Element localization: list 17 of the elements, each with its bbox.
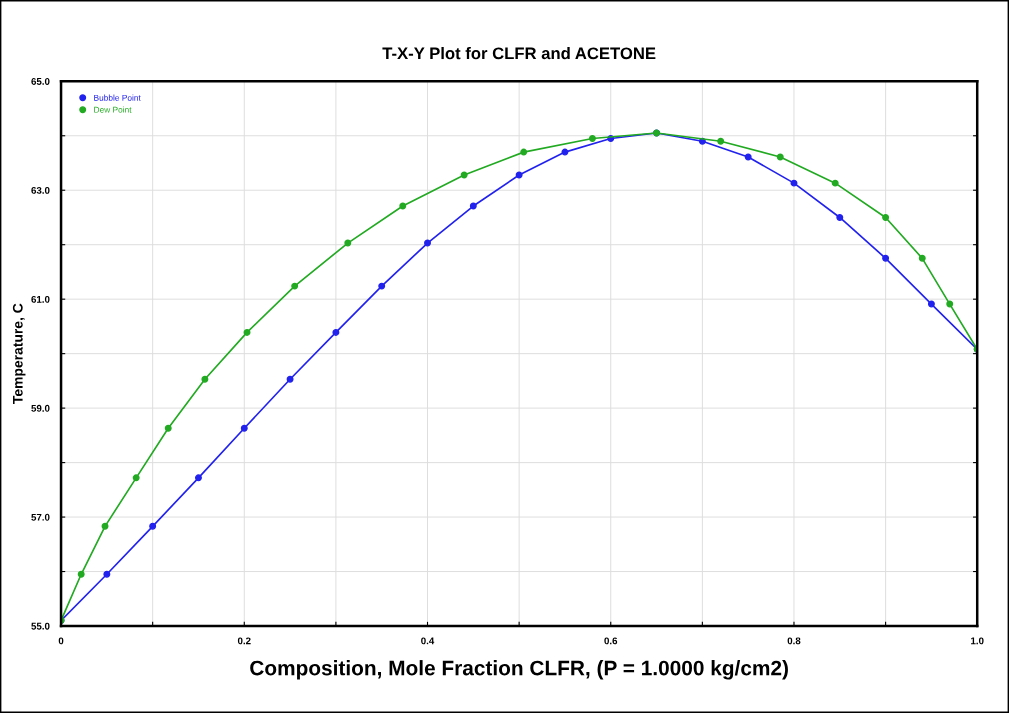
- x-tick-label: 0.4: [421, 637, 435, 645]
- x-axis-title: Composition, Mole Fraction CLFR, (P = 1.0000 kg/cm2): [250, 660, 788, 680]
- y-tick-label: 59.0: [31, 404, 50, 412]
- y-tick-label: 57.0: [31, 513, 50, 521]
- y-tick-label: 63.0: [31, 186, 50, 194]
- legend-label: Bubble Point: [94, 94, 141, 101]
- x-tick-label: 0.2: [237, 637, 251, 645]
- y-tick-label: 55.0: [31, 622, 50, 630]
- x-tick-label: 1.0: [971, 637, 984, 645]
- legend-label: Dew Point: [94, 106, 132, 113]
- y-axis-title: Temperature, C: [12, 303, 26, 404]
- x-tick-label: 0.6: [604, 637, 618, 645]
- chart-title: T-X-Y Plot for CLFR and ACETONE: [382, 46, 656, 60]
- y-tick-label: 65.0: [31, 78, 50, 85]
- x-tick-label: 0.8: [787, 637, 801, 645]
- x-tick-label: 0: [58, 637, 64, 645]
- y-tick-label: 61.0: [31, 295, 50, 303]
